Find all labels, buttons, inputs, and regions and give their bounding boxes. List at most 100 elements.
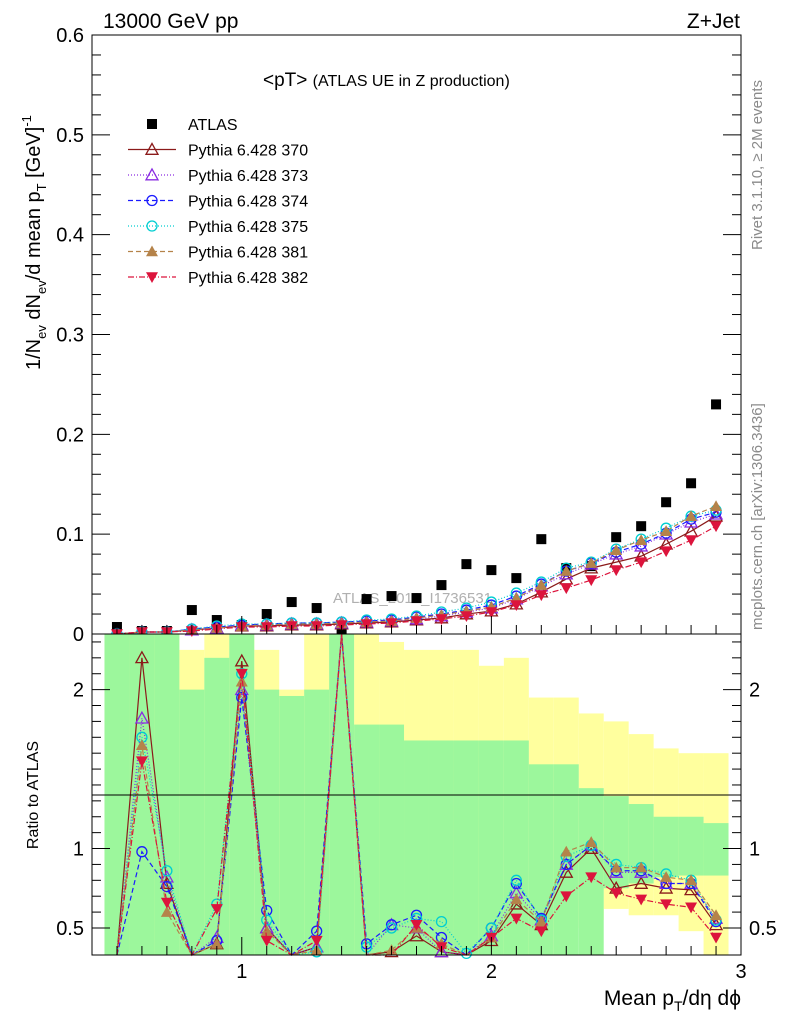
main-y-axis-label: 1/Nev dNev/d mean pT [GeV]-1 bbox=[19, 115, 49, 370]
ratio-point bbox=[135, 739, 148, 751]
process-label: Z+Jet bbox=[687, 10, 740, 33]
ratio-point bbox=[385, 919, 398, 931]
data-point bbox=[660, 546, 673, 558]
ratio-point bbox=[136, 846, 148, 858]
ratio-point bbox=[585, 872, 598, 884]
ratio-point bbox=[234, 682, 249, 696]
ratio-point bbox=[710, 909, 723, 921]
data-point bbox=[710, 521, 723, 533]
y-tick-label: 0 bbox=[73, 624, 84, 646]
data-point bbox=[635, 534, 648, 545]
data-point bbox=[385, 618, 398, 630]
ratio-point bbox=[535, 915, 548, 927]
legend-entry: Pythia 6.428 374 bbox=[128, 194, 308, 211]
series-atlas bbox=[111, 399, 722, 637]
ratio-panel: 0.5 0.5 1 1 2 2 1 2 3 Ratio to ATLAS Mean pT/dη… bbox=[25, 633, 777, 1014]
data-point bbox=[461, 559, 472, 570]
data-point bbox=[711, 399, 722, 410]
ratio-y-tick-label: 2 bbox=[73, 680, 84, 702]
data-point bbox=[410, 616, 423, 628]
ratio-point bbox=[635, 894, 648, 906]
ratio-point bbox=[236, 691, 248, 704]
legend-label: Pythia 6.428 382 bbox=[188, 270, 308, 287]
data-point bbox=[510, 592, 523, 603]
ratio-y-tick-label-right: 1 bbox=[749, 839, 760, 861]
energy-label: 13000 GeV pp bbox=[103, 10, 238, 33]
ratio-line bbox=[116, 633, 717, 957]
ratio-y-axis-label: Ratio to ATLAS bbox=[25, 741, 42, 849]
ratio-point bbox=[510, 913, 523, 925]
green-band bbox=[453, 740, 479, 955]
ratio-point bbox=[310, 935, 323, 947]
legend-entry: Pythia 6.428 370 bbox=[128, 142, 308, 160]
data-point bbox=[610, 544, 623, 555]
legend-entry: Pythia 6.428 375 bbox=[128, 219, 308, 236]
green-band bbox=[428, 740, 454, 955]
data-point bbox=[536, 534, 547, 545]
ratio-point bbox=[161, 881, 173, 893]
data-point bbox=[435, 614, 448, 626]
ratio-point bbox=[260, 935, 273, 947]
data-point bbox=[535, 579, 548, 590]
green-band bbox=[179, 689, 205, 955]
legend-label: Pythia 6.428 375 bbox=[188, 219, 308, 236]
ratio-point bbox=[434, 944, 449, 958]
ratio-point bbox=[260, 925, 273, 936]
ratio-point bbox=[385, 922, 398, 934]
y-tick-label: 0.4 bbox=[56, 225, 84, 247]
data-point bbox=[286, 597, 297, 608]
legend-label: Pythia 6.428 370 bbox=[188, 143, 308, 160]
ratio-point bbox=[234, 653, 249, 667]
data-point bbox=[211, 615, 222, 626]
ratio-point bbox=[510, 874, 522, 886]
legend-entry: Pythia 6.428 381 bbox=[128, 245, 308, 262]
ratio-point bbox=[409, 928, 424, 942]
data-point bbox=[710, 500, 723, 512]
ratio-y-axis: 0.5 0.5 1 1 2 2 bbox=[56, 641, 777, 940]
data-point bbox=[186, 605, 197, 616]
data-point bbox=[611, 532, 622, 543]
data-point bbox=[436, 580, 447, 591]
ratio-point bbox=[160, 897, 173, 909]
green-band bbox=[478, 740, 504, 955]
data-point bbox=[683, 514, 699, 528]
data-point bbox=[661, 497, 672, 508]
ratio-y-tick-label: 1 bbox=[73, 839, 84, 861]
y-tick-label: 0.5 bbox=[56, 125, 84, 147]
data-point bbox=[535, 590, 548, 602]
data-point bbox=[261, 609, 272, 620]
legend-label: Pythia 6.428 381 bbox=[188, 245, 308, 262]
ratio-point bbox=[685, 874, 698, 886]
legend-marker bbox=[146, 194, 158, 207]
ratio-point bbox=[683, 882, 699, 896]
data-point bbox=[685, 510, 698, 521]
ratio-point bbox=[161, 865, 173, 877]
ratio-point bbox=[510, 893, 523, 905]
ratio-point bbox=[210, 937, 223, 949]
data-point bbox=[560, 583, 573, 595]
green-band bbox=[379, 724, 405, 955]
rivet-side-label: Rivet 3.1.10, ≥ 2M events bbox=[749, 80, 766, 250]
data-point bbox=[585, 575, 598, 587]
y-tick-label: 0.2 bbox=[56, 424, 84, 446]
ratio-point bbox=[134, 650, 150, 664]
ratio-point bbox=[634, 876, 649, 889]
chart-title-sub: (ATLAS UE in Z production) bbox=[313, 73, 510, 90]
main-panel: ATLAS_2019_I1736531 <pT> (ATLAS UE in Z … bbox=[19, 25, 742, 646]
data-point bbox=[634, 538, 649, 552]
ratio-point bbox=[585, 836, 598, 847]
main-y-axis: 0 0.1 0.2 0.3 0.4 0.5 0.6 bbox=[56, 25, 741, 646]
ratio-point bbox=[685, 902, 698, 914]
ratio-point bbox=[635, 861, 648, 873]
data-point bbox=[610, 565, 623, 577]
legend-marker bbox=[146, 245, 158, 257]
chart-title-main: <pT> bbox=[263, 70, 307, 91]
ratio-point bbox=[610, 861, 623, 873]
ratio-point bbox=[510, 877, 522, 890]
legend-label: ATLAS bbox=[188, 117, 238, 134]
ratio-point bbox=[410, 920, 423, 931]
data-point bbox=[386, 591, 397, 602]
ratio-series-pythia-6-428-382 bbox=[116, 633, 723, 957]
y-tick-label: 0.1 bbox=[56, 524, 84, 546]
ratio-point bbox=[135, 756, 148, 768]
